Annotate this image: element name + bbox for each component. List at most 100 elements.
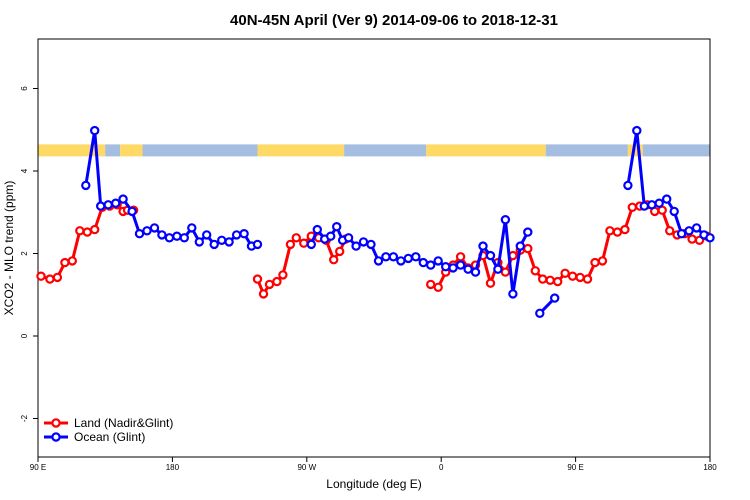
data-point (691, 223, 702, 233)
data-point (95, 201, 106, 211)
data-point (134, 228, 145, 239)
data-point (179, 233, 189, 243)
series-ocean (81, 125, 715, 318)
data-point (500, 267, 511, 277)
data-point (515, 241, 526, 251)
data-point (647, 200, 657, 210)
data-point (127, 206, 137, 217)
land-sea-segment (142, 144, 258, 157)
data-point (550, 293, 560, 303)
series-layer (36, 125, 715, 318)
data-point (335, 246, 345, 257)
data-point (418, 257, 428, 268)
data-point (326, 231, 336, 241)
data-point (535, 308, 545, 318)
data-point (45, 274, 55, 284)
data-point (373, 256, 384, 266)
data-point (216, 235, 227, 245)
data-point (669, 206, 679, 217)
x-tick-label: 180 (703, 463, 717, 472)
data-point (142, 226, 152, 236)
series-line (40, 203, 134, 281)
data-point (620, 224, 630, 235)
data-point (332, 221, 342, 232)
data-point (118, 194, 128, 204)
data-point (231, 230, 242, 240)
chart-title: 40N-45N April (Ver 9) 2014-09-06 to 2018… (230, 12, 558, 29)
data-point (676, 228, 687, 239)
x-axis-label: Longitude (deg E) (326, 477, 421, 491)
data-point (164, 233, 175, 243)
y-tick-label: 2 (20, 251, 29, 256)
land-sea-segment (426, 144, 546, 157)
data-point (343, 233, 354, 243)
data-point (110, 198, 121, 208)
y-tick-label: 6 (20, 86, 29, 91)
data-point (224, 237, 234, 247)
y-axis: -2 0 2 4 6 (20, 86, 38, 422)
legend-marker (51, 418, 61, 428)
data-point (396, 256, 406, 266)
land-sea-segment (344, 144, 427, 157)
legend: Land (Nadir&Glint)Ocean (Glint) (44, 416, 173, 444)
data-point (463, 264, 473, 274)
data-point (201, 230, 212, 240)
x-tick-label: 90 E (30, 463, 46, 472)
data-point (485, 278, 496, 288)
data-point (470, 267, 481, 277)
data-point (665, 226, 675, 236)
data-point (590, 257, 600, 268)
data-point (567, 271, 578, 281)
data-point (52, 272, 63, 283)
x-axis: 90 E 180 90 W 0 90 E 180 (30, 457, 717, 472)
data-point (329, 255, 339, 265)
legend-label: Ocean (Glint) (74, 430, 145, 444)
data-point (194, 237, 204, 247)
data-point (278, 270, 288, 280)
data-point (157, 230, 167, 240)
data-point (149, 223, 160, 233)
data-point (426, 279, 436, 290)
data-point (381, 252, 391, 262)
y-tick-label: 0 (20, 333, 29, 338)
data-point (252, 274, 263, 284)
data-point (36, 271, 46, 281)
data-point (272, 276, 282, 287)
legend-label: Land (Nadir&Glint) (74, 416, 173, 430)
data-point (493, 264, 503, 274)
data-point (103, 200, 113, 210)
x-tick-label: 180 (166, 463, 180, 472)
data-point (627, 202, 638, 212)
data-point (209, 239, 219, 250)
legend-marker (51, 432, 61, 442)
data-point (560, 268, 570, 278)
data-point (478, 241, 488, 251)
x-tick-label: 0 (439, 463, 444, 472)
data-point (597, 256, 608, 266)
data-point (508, 289, 518, 299)
data-point (312, 224, 322, 235)
data-point (60, 257, 70, 268)
data-point (545, 275, 555, 285)
data-point (485, 250, 496, 261)
data-point (523, 227, 533, 237)
data-point (523, 243, 533, 254)
data-point (687, 234, 697, 244)
data-point (252, 239, 263, 250)
data-point (351, 241, 361, 251)
data-point (366, 239, 376, 250)
data-point (172, 231, 182, 241)
data-point (538, 274, 548, 284)
data-point (684, 226, 694, 236)
land-sea-segment (257, 144, 345, 157)
land-sea-segment (642, 144, 710, 157)
data-point (441, 262, 451, 272)
data-point (705, 233, 715, 243)
data-point (258, 289, 269, 299)
data-point (187, 223, 197, 233)
data-point (426, 260, 436, 270)
data-point (358, 237, 369, 247)
data-point (530, 266, 541, 276)
data-point (81, 180, 91, 191)
